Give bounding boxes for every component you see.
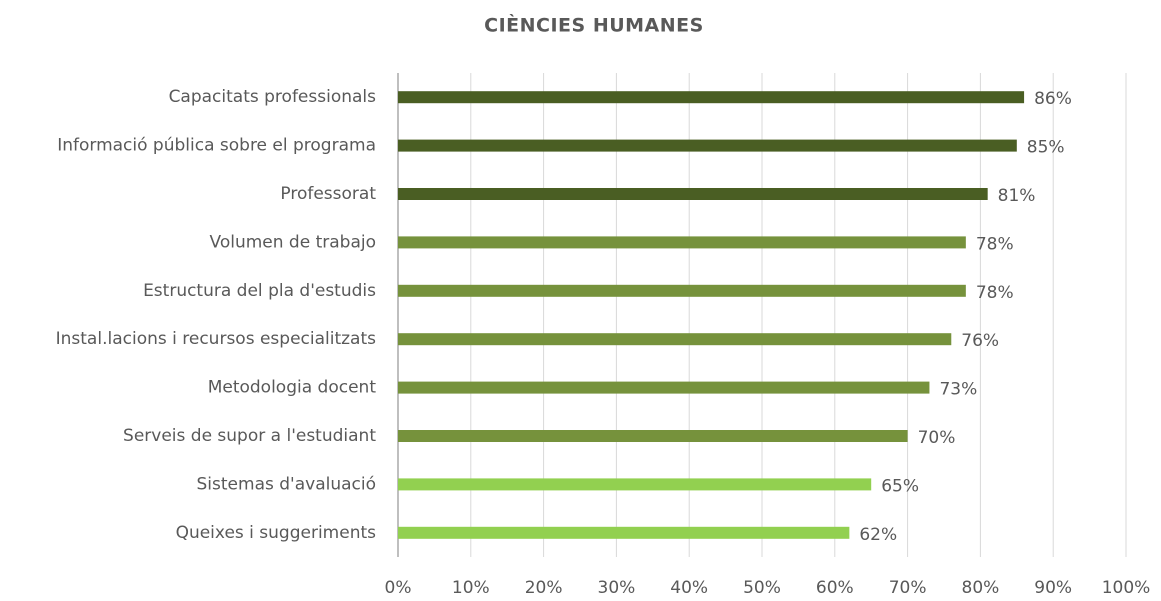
bar (398, 381, 930, 394)
x-tick-label: 70% (889, 578, 927, 598)
bar (398, 430, 908, 442)
y-tick-label: Estructura del pla d'estudis (143, 281, 376, 301)
bar (398, 478, 872, 491)
y-tick-label: Volumen de trabajo (210, 232, 376, 252)
x-tick-label: 30% (598, 578, 636, 598)
y-tick-label: Professorat (280, 184, 376, 204)
x-tick-label: 60% (816, 578, 854, 598)
value-label: 78% (976, 283, 1014, 303)
x-tick-label: 20% (525, 578, 563, 598)
value-label: 81% (998, 186, 1036, 206)
value-label: 78% (976, 234, 1014, 254)
x-tick-label: 100% (1102, 578, 1151, 598)
x-tick-label: 0% (385, 578, 412, 598)
bar (398, 139, 1017, 152)
x-tick-label: 10% (452, 578, 490, 598)
y-tick-label: Metodologia docent (208, 378, 377, 398)
bar (398, 333, 952, 346)
x-tick-label: 90% (1034, 578, 1072, 598)
bar (398, 91, 1025, 104)
y-tick-label: Sistemas d'avaluació (197, 474, 376, 494)
bar (398, 188, 988, 200)
y-tick-label: Capacitats professionals (169, 87, 377, 107)
value-label: 85% (1027, 138, 1065, 158)
bar (398, 526, 850, 539)
value-label: 86% (1034, 89, 1072, 109)
bar (398, 236, 966, 249)
bar (398, 284, 966, 297)
y-tick-label: Informació pública sobre el programa (57, 136, 376, 156)
value-label: 73% (939, 380, 977, 400)
value-label: 70% (918, 428, 956, 448)
x-tick-label: 80% (962, 578, 1000, 598)
value-label: 65% (881, 476, 919, 496)
value-label: 62% (859, 525, 897, 545)
x-tick-label: 50% (743, 578, 781, 598)
y-tick-label: Queixes i suggeriments (176, 523, 377, 543)
chart-title: CIÈNCIES HUMANES (484, 14, 704, 37)
y-tick-label: Serveis de supor a l'estudiant (123, 426, 376, 446)
x-tick-label: 40% (670, 578, 708, 598)
value-label: 76% (961, 331, 999, 351)
y-tick-label: Instal.lacions i recursos especialitzats (56, 329, 377, 349)
